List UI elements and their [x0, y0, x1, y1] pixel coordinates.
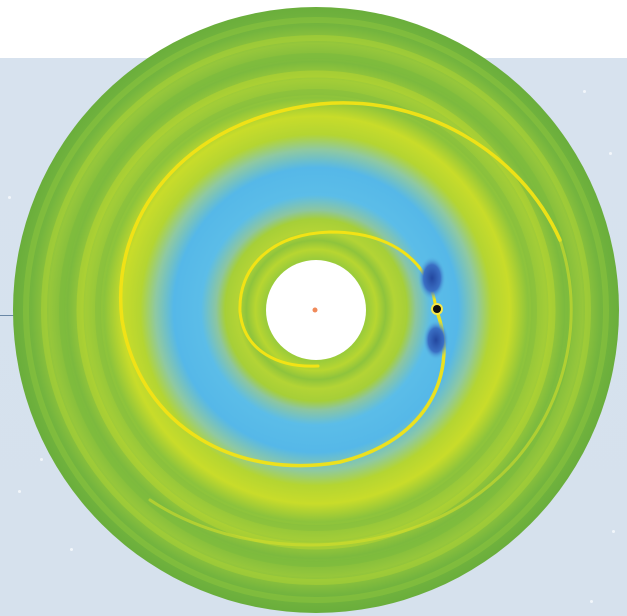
background-star: [583, 90, 586, 93]
vortex-upper: [418, 256, 446, 300]
background-star: [590, 600, 593, 603]
spiral-wake: [119, 101, 573, 547]
vortex-lower: [423, 320, 449, 360]
planet-dot-icon: [433, 305, 441, 313]
background-star: [8, 196, 11, 199]
background-star: [70, 548, 73, 551]
background-star: [18, 490, 21, 493]
background-star: [609, 152, 612, 155]
background-star: [612, 530, 615, 533]
central-star-icon: [312, 307, 318, 313]
background-star: [40, 458, 43, 461]
